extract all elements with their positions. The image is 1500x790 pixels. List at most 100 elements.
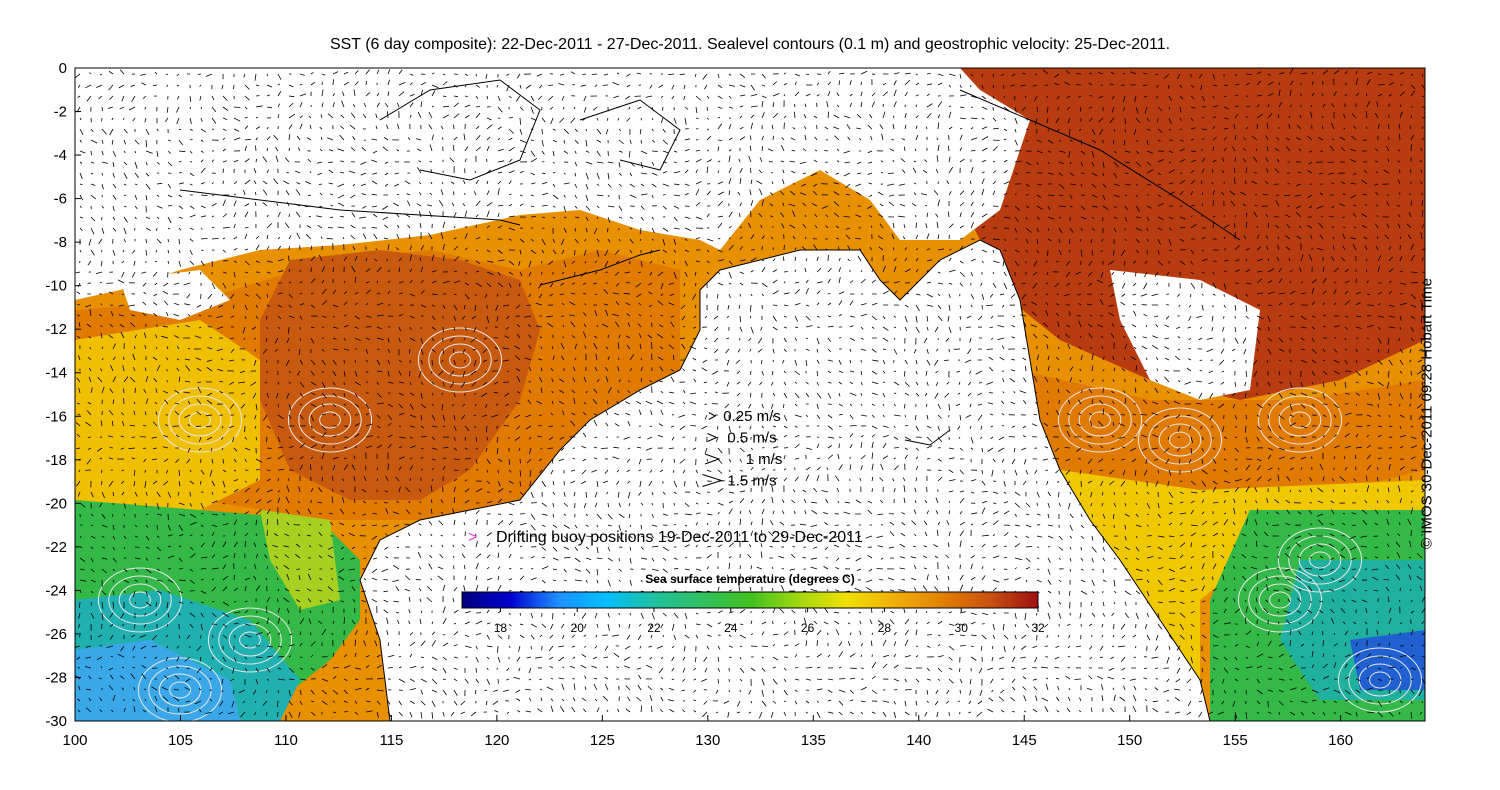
- colorbar-tick-label: 18: [494, 621, 508, 635]
- sea-level-contour: [1148, 415, 1212, 465]
- velocity-legend-item: [708, 412, 717, 420]
- sea-level-contour: [218, 615, 282, 665]
- colorbar-tick-label: 32: [1031, 621, 1045, 635]
- velocity-arrow-icon: [704, 453, 721, 465]
- velocity-legend-item: [707, 433, 718, 442]
- x-tick-label: 160: [1328, 732, 1353, 749]
- sea-level-contour: [1089, 411, 1111, 429]
- buoy-legend: > Drifting buoy positions 19-Dec-2011 to…: [468, 529, 863, 546]
- sea-level-contour: [1269, 591, 1291, 609]
- y-tick-label: -20: [45, 495, 67, 512]
- sea-level-contour: [1277, 527, 1363, 593]
- colorbar-tick-label: 28: [878, 621, 892, 635]
- colorbar-tick-label: 20: [571, 621, 585, 635]
- copyright-credit: © IMOS 30-Dec-2011 09:28 Hobart Time: [1418, 278, 1436, 549]
- y-axis: 0 -2 -4 -6 -8 -10 -12 -14 -16 -18 -20 -22 -24 -26 -28 -…: [45, 60, 81, 730]
- coast-sulawesi: [579, 99, 681, 171]
- sea-level-contour: [1289, 411, 1311, 429]
- sst-east-red: [960, 68, 1425, 400]
- sea-level-contour: [1258, 583, 1302, 617]
- velocity-legend-label: 1 m/s: [746, 451, 783, 468]
- sea-level-contour: [417, 327, 503, 393]
- figure-title: SST (6 day composite): 22-Dec-2011 - 27-…: [329, 36, 1171, 53]
- coast-png: [959, 89, 1241, 241]
- coast-australia-ne: [999, 249, 1211, 721]
- sea-level-contour: [137, 657, 223, 721]
- colorbar-ticks: 18 20 22 24 26 28 30 32: [494, 608, 1045, 635]
- y-tick-label: -16: [45, 408, 67, 425]
- sea-level-contour: [428, 335, 492, 385]
- y-tick-label: -4: [54, 147, 67, 164]
- x-tick-label: 110: [274, 732, 298, 749]
- buoy-legend-label: Drifting buoy positions 19-Dec-2011 to 2…: [496, 529, 863, 546]
- velocity-arrow-icon: [707, 433, 718, 442]
- y-tick-label: -6: [54, 191, 67, 208]
- sea-level-contour: [1278, 403, 1322, 437]
- sea-level-contour: [1309, 551, 1331, 569]
- sea-level-contour: [228, 623, 272, 657]
- coastlines: [179, 79, 1241, 721]
- cloud-gap-east: [1110, 270, 1260, 400]
- colorbar-tick-label: 30: [955, 621, 969, 635]
- y-tick-label: -28: [45, 669, 67, 686]
- sea-level-contour: [207, 607, 293, 673]
- x-tick-label: 145: [1012, 732, 1037, 749]
- sst-east-blue-patch: [1350, 630, 1425, 690]
- sst-west-blue: [75, 640, 240, 721]
- colorbar-title: Sea surface temperature (degrees C): [645, 572, 854, 586]
- x-tick-label: 150: [1117, 732, 1142, 749]
- buoy-marker-icon: >: [468, 529, 477, 546]
- y-tick-label: -14: [45, 365, 67, 382]
- sea-level-contour: [129, 591, 151, 609]
- y-tick-label: -22: [45, 539, 67, 556]
- sea-level-contour: [239, 631, 261, 649]
- sea-level-contour: [189, 411, 211, 429]
- colorbar-tick-label: 22: [647, 621, 661, 635]
- velocity-arrow-icon: [708, 412, 717, 420]
- colorbar-strip: [461, 591, 1039, 609]
- y-tick-label: -2: [54, 104, 67, 121]
- y-tick-label: -12: [45, 321, 67, 338]
- sea-level-contour: [1298, 543, 1342, 577]
- sea-level-contour: [1268, 395, 1332, 445]
- x-tick-label: 115: [379, 732, 403, 749]
- sea-level-contour: [1248, 575, 1312, 625]
- sea-level-contour: [449, 351, 471, 369]
- y-tick-label: -24: [45, 582, 67, 599]
- coast-cape-york: [904, 429, 951, 446]
- velocity-arrows: [75, 68, 1425, 719]
- sea-level-contour: [287, 387, 373, 453]
- sea-level-contour: [97, 567, 183, 633]
- coast-australia-nw: [359, 239, 1001, 721]
- y-tick-label: -10: [45, 278, 67, 295]
- sst-west-lime: [260, 510, 340, 610]
- velocity-legend-label: 0.5 m/s: [727, 430, 776, 447]
- sea-level-contours: [97, 327, 1423, 721]
- y-tick-label: -30: [45, 713, 67, 730]
- sea-level-contour: [319, 411, 341, 429]
- coast-timor: [539, 249, 661, 286]
- plot-frame: [74, 67, 1426, 722]
- x-tick-label: 140: [906, 732, 931, 749]
- geostrophic-velocity-field: [75, 68, 1425, 719]
- x-tick-label: 120: [484, 732, 509, 749]
- y-tick-label: -26: [45, 626, 67, 643]
- sea-level-contour: [1068, 395, 1132, 445]
- sea-level-contour: [1158, 423, 1202, 457]
- land-sumatra-borneo-png: [75, 68, 1030, 300]
- sea-level-contour: [169, 681, 191, 699]
- sea-level-contour: [168, 395, 232, 445]
- velocity-legend-item: [704, 453, 721, 465]
- colorbar-tick-label: 24: [724, 621, 738, 635]
- x-tick-label: 155: [1223, 732, 1248, 749]
- sea-level-contour: [178, 403, 222, 437]
- sea-level-contour: [308, 403, 352, 437]
- plot-area: [75, 68, 1425, 721]
- x-tick-label: 125: [590, 732, 615, 749]
- sea-level-contour: [1078, 403, 1122, 437]
- sea-level-contour: [1257, 387, 1343, 453]
- colorbar-tick-label: 26: [801, 621, 815, 635]
- y-tick-label: 0: [59, 60, 67, 77]
- coast-java: [179, 189, 521, 226]
